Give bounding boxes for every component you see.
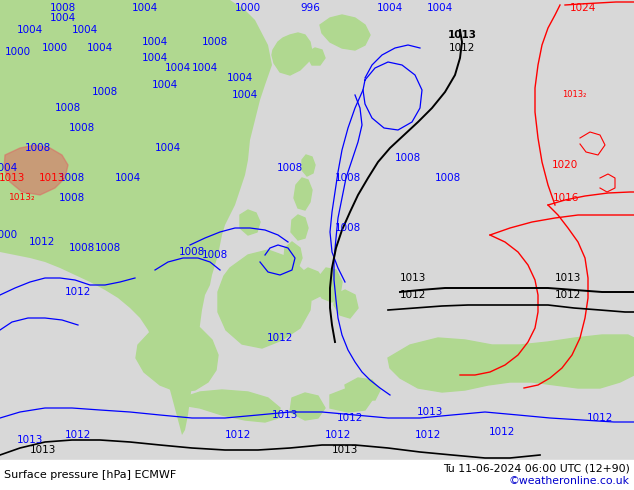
Text: 1004: 1004: [72, 25, 98, 35]
Text: 1004: 1004: [227, 73, 253, 83]
Text: 1004: 1004: [142, 53, 168, 63]
Polygon shape: [302, 155, 315, 176]
Polygon shape: [330, 388, 372, 412]
Polygon shape: [240, 210, 260, 235]
Text: 1008: 1008: [59, 193, 85, 203]
Text: 1004: 1004: [155, 143, 181, 153]
Text: 1008: 1008: [179, 247, 205, 257]
Text: 1013: 1013: [30, 445, 56, 455]
Text: 1004: 1004: [377, 3, 403, 13]
Text: 1013: 1013: [448, 30, 477, 40]
Polygon shape: [291, 215, 308, 240]
Text: 1013: 1013: [332, 445, 358, 455]
Polygon shape: [345, 378, 380, 400]
Text: 1012: 1012: [65, 430, 91, 440]
Text: 1008: 1008: [395, 153, 421, 163]
Text: 1013₂: 1013₂: [9, 194, 36, 202]
Text: Tu 11-06-2024 06:00 UTC (12+90): Tu 11-06-2024 06:00 UTC (12+90): [443, 463, 630, 473]
Text: 1008: 1008: [435, 173, 461, 183]
Text: 1008: 1008: [59, 173, 85, 183]
Text: 1008: 1008: [25, 143, 51, 153]
Text: 1012: 1012: [555, 290, 581, 300]
Text: 1012: 1012: [65, 287, 91, 297]
Text: 1004: 1004: [115, 173, 141, 183]
Polygon shape: [218, 250, 312, 348]
Text: 1004: 1004: [87, 43, 113, 53]
Text: 1012: 1012: [400, 290, 427, 300]
Text: 1008: 1008: [55, 103, 81, 113]
Text: 1020: 1020: [552, 160, 578, 170]
Text: 1004: 1004: [427, 3, 453, 13]
Text: 996: 996: [300, 3, 320, 13]
Text: 1012: 1012: [489, 427, 515, 437]
Text: 1008: 1008: [202, 250, 228, 260]
Text: 1012: 1012: [29, 237, 55, 247]
Polygon shape: [334, 290, 358, 318]
Text: 1013₂: 1013₂: [562, 91, 586, 99]
Text: 1008: 1008: [277, 163, 303, 173]
Text: 1013: 1013: [39, 173, 65, 183]
Polygon shape: [294, 178, 312, 210]
Text: 1013: 1013: [400, 273, 427, 283]
Text: 1013: 1013: [417, 407, 443, 417]
Polygon shape: [182, 390, 280, 422]
Text: 1004: 1004: [232, 90, 258, 100]
Text: 1012: 1012: [325, 430, 351, 440]
Text: 1013: 1013: [17, 435, 43, 445]
Text: 1004: 1004: [192, 63, 218, 73]
Text: 1013: 1013: [0, 173, 25, 183]
Polygon shape: [308, 48, 325, 65]
Polygon shape: [388, 335, 634, 392]
Polygon shape: [320, 15, 370, 50]
Polygon shape: [316, 268, 342, 302]
Text: 1012: 1012: [267, 333, 293, 343]
Text: 1012: 1012: [587, 413, 613, 423]
Polygon shape: [4, 145, 68, 195]
Polygon shape: [136, 322, 218, 392]
Text: 1016: 1016: [553, 193, 579, 203]
Text: 1004: 1004: [152, 80, 178, 90]
Text: 1008: 1008: [92, 87, 118, 97]
Polygon shape: [272, 33, 312, 75]
Polygon shape: [294, 268, 325, 300]
Text: 1013: 1013: [555, 273, 581, 283]
Text: 1000: 1000: [5, 47, 31, 57]
Text: 1008: 1008: [202, 37, 228, 47]
Text: 1004: 1004: [0, 163, 18, 173]
Text: 1008: 1008: [335, 173, 361, 183]
Text: 1013: 1013: [272, 410, 298, 420]
Polygon shape: [0, 0, 272, 460]
Text: 1008: 1008: [69, 243, 95, 253]
Text: 1024: 1024: [570, 3, 597, 13]
Text: 1000: 1000: [235, 3, 261, 13]
Text: 1008: 1008: [95, 243, 121, 253]
Text: 1012: 1012: [337, 413, 363, 423]
Text: 1008: 1008: [69, 123, 95, 133]
Text: 1004: 1004: [17, 25, 43, 35]
Text: 1004: 1004: [142, 37, 168, 47]
Polygon shape: [284, 242, 302, 268]
Text: 1004: 1004: [132, 3, 158, 13]
Text: 1000: 1000: [0, 230, 18, 240]
Text: 1008: 1008: [335, 223, 361, 233]
Text: 1012: 1012: [225, 430, 251, 440]
Text: Surface pressure [hPa] ECMWF: Surface pressure [hPa] ECMWF: [4, 470, 176, 480]
Text: 1008: 1008: [50, 3, 76, 13]
Text: 1000: 1000: [42, 43, 68, 53]
Bar: [0, 460, 634, 490]
Text: 1004: 1004: [165, 63, 191, 73]
Text: ©weatheronline.co.uk: ©weatheronline.co.uk: [509, 476, 630, 486]
Text: 1012: 1012: [449, 43, 476, 53]
Text: 1004: 1004: [50, 13, 76, 23]
Text: 1012: 1012: [415, 430, 441, 440]
Polygon shape: [290, 393, 325, 420]
